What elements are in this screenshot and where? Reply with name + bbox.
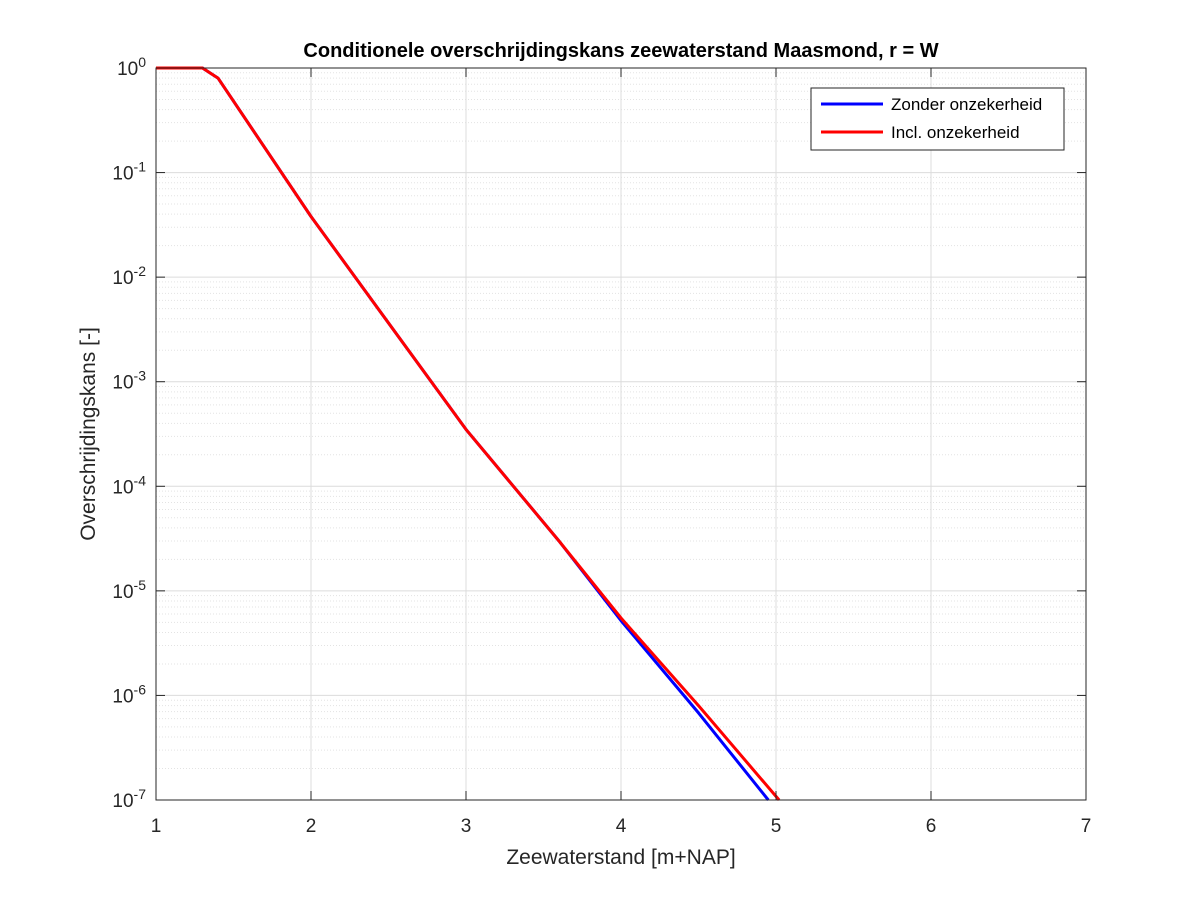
y-tick-label: 10-7 — [112, 786, 146, 812]
x-tick-label: 2 — [306, 816, 317, 837]
y-tick-labels: 100 10-1 10-2 10-3 10-4 10-5 10-6 10-7 — [112, 54, 146, 812]
x-tick-label: 3 — [461, 816, 472, 837]
axis-ticks — [155, 67, 1087, 801]
series-layer — [156, 66, 781, 801]
y-tick-label: 10-1 — [112, 159, 146, 185]
y-tick-label: 10-4 — [112, 472, 146, 498]
y-tick-label: 10-3 — [112, 368, 146, 394]
legend-box — [810, 87, 1065, 151]
legend-label-zonder-onzekerheid: Zonder onzekerheid — [891, 95, 1042, 114]
x-tick-label: 1 — [151, 816, 162, 837]
x-tick-labels: 1 2 3 4 5 6 7 — [151, 816, 1092, 837]
y-tick-label: 100 — [117, 54, 146, 80]
y-tick-label: 10-2 — [112, 263, 146, 289]
y-tick-label: 10-5 — [112, 577, 146, 603]
y-tick-label: 10-6 — [112, 681, 146, 707]
legend: Zonder onzekerheid Incl. onzekerheid — [810, 87, 1065, 151]
x-tick-label: 7 — [1081, 816, 1092, 837]
y-axis-label: Overschrijdingskans [-] — [77, 327, 100, 541]
chart-title: Conditionele overschrijdingskans zeewate… — [303, 40, 938, 62]
legend-label-incl-onzekerheid: Incl. onzekerheid — [891, 123, 1020, 142]
x-axis-label: Zeewaterstand [m+NAP] — [506, 846, 735, 869]
x-tick-label: 6 — [926, 816, 937, 837]
x-tick-label: 4 — [616, 816, 627, 837]
series-line-1 — [156, 66, 781, 801]
x-tick-label: 5 — [771, 816, 782, 837]
